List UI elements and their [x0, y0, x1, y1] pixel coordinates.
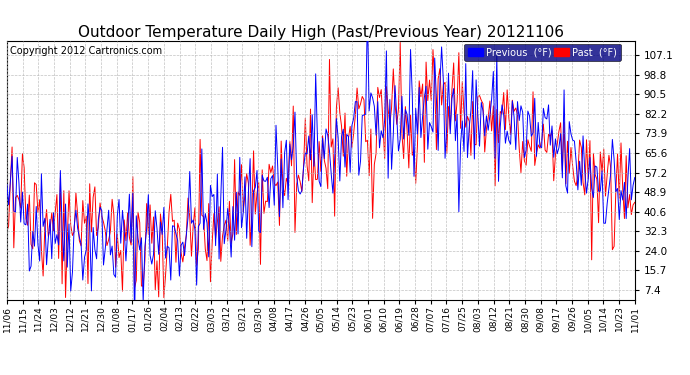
Past  (°F) [255, 180, 263, 185]
Legend: Previous  (°F), Past  (°F): Previous (°F), Past (°F) [464, 44, 620, 61]
Line: Previous  (°F): Previous (°F) [7, 11, 635, 321]
Previous  (°F) [364, 9, 372, 14]
Text: Copyright 2012 Cartronics.com: Copyright 2012 Cartronics.com [10, 46, 162, 56]
Line: Past  (°F): Past (°F) [7, 42, 635, 298]
Past  (°F) [631, 200, 639, 205]
Previous  (°F) [137, 236, 146, 240]
Previous  (°F) [604, 187, 613, 191]
Previous  (°F) [544, 103, 553, 107]
Past  (°F) [396, 40, 404, 45]
Previous  (°F) [258, 173, 266, 177]
Previous  (°F) [631, 175, 639, 180]
Past  (°F) [544, 132, 553, 136]
Past  (°F) [136, 220, 144, 225]
Previous  (°F) [3, 182, 11, 187]
Past  (°F) [258, 168, 266, 172]
Past  (°F) [3, 229, 11, 234]
Past  (°F) [604, 153, 613, 158]
Title: Outdoor Temperature Daily High (Past/Previous Year) 20121106: Outdoor Temperature Daily High (Past/Pre… [78, 25, 564, 40]
Past  (°F) [177, 251, 186, 256]
Previous  (°F) [177, 243, 186, 247]
Past  (°F) [160, 296, 168, 300]
Previous  (°F) [130, 319, 139, 323]
Previous  (°F) [255, 229, 263, 233]
